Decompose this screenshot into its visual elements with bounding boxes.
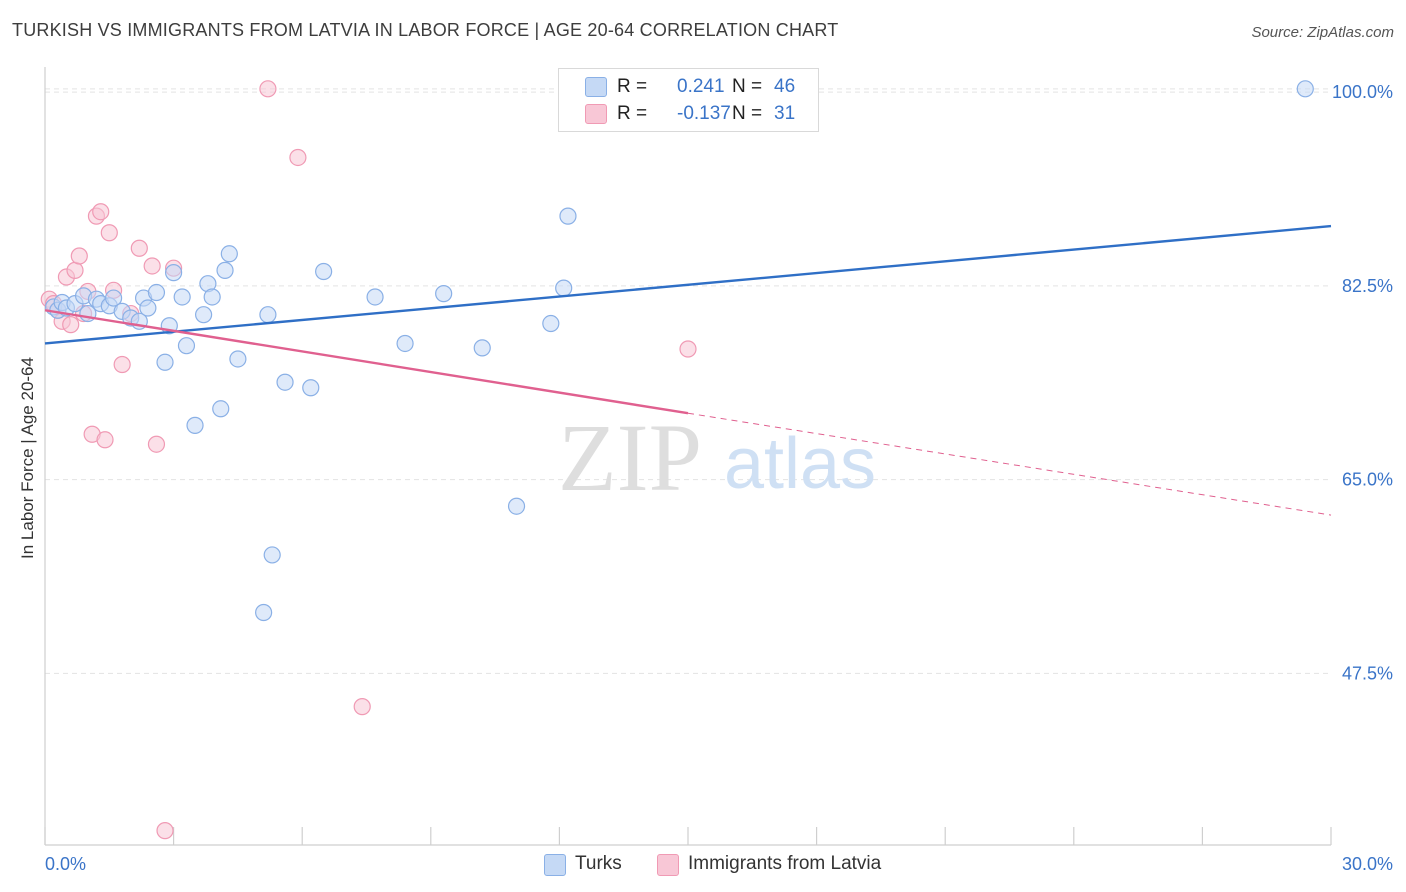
watermark-zip: ZIP [558, 404, 702, 511]
turks-legend-label: Turks [575, 853, 622, 874]
y-tick-label: 65.0% [1342, 470, 1393, 490]
series-turks-points [44, 80, 1314, 622]
latvia-trend-line [44, 309, 689, 415]
turks-point [396, 334, 414, 353]
latvia-point [259, 80, 277, 98]
turks-legend-swatch [544, 854, 566, 876]
latvia-point [92, 203, 110, 221]
latvia-swatch [585, 104, 607, 124]
latvia-point [66, 261, 84, 279]
gridlines [45, 88, 1331, 674]
latvia-point [100, 224, 118, 242]
x-tick-label: 0.0% [45, 854, 86, 874]
r-value: -0.137 [677, 103, 731, 124]
turks-point [229, 350, 247, 368]
watermark-atlas: atlas [724, 424, 876, 504]
turks-trend-line [44, 224, 1332, 345]
tick-labels: 47.5% 65.0% 82.5% 100.0% 0.0% 30.0% [45, 82, 1393, 874]
latvia-point [130, 239, 148, 257]
turks-point [104, 289, 123, 307]
latvia-trend-extension [687, 412, 1332, 516]
turks-point [366, 288, 384, 306]
n-label: N = [732, 103, 763, 124]
latvia-point [156, 822, 174, 840]
r-label: R = [617, 76, 648, 97]
x-tick-label: 30.0% [1342, 854, 1393, 874]
turks-point [507, 497, 526, 515]
n-value: 31 [774, 103, 796, 124]
turks-point [555, 279, 573, 297]
turks-point [473, 339, 491, 357]
latvia-point [679, 340, 697, 358]
turks-point [177, 337, 196, 355]
latvia-legend-swatch [657, 854, 679, 876]
turks-point [195, 306, 213, 324]
turks-point [276, 373, 294, 391]
y-tick-label: 100.0% [1332, 82, 1393, 102]
y-tick-label: 47.5% [1342, 663, 1393, 683]
turks-point [259, 306, 277, 324]
turks-point [139, 299, 157, 317]
turks-point [1296, 80, 1314, 98]
latvia-point [62, 316, 80, 334]
turks-point [186, 416, 204, 434]
latvia-point [143, 257, 161, 275]
stats-legend: R = 0.241 N = 46 R = -0.137 N = 31 [558, 68, 819, 132]
latvia-point [70, 247, 88, 265]
r-label: R = [617, 103, 648, 124]
turks-point [315, 262, 333, 281]
turks-point [156, 353, 174, 371]
turks-point [263, 546, 281, 564]
turks-point [216, 261, 234, 279]
latvia-point [113, 355, 131, 374]
latvia-legend-label: Immigrants from Latvia [688, 853, 882, 874]
turks-point [220, 245, 238, 263]
turks-point [559, 207, 577, 225]
turks-point [203, 288, 221, 306]
latvia-point [289, 148, 307, 167]
n-value: 46 [774, 76, 796, 97]
turks-point [542, 314, 560, 333]
turks-swatch [585, 77, 607, 97]
watermark: ZIP atlas [558, 404, 876, 511]
turks-point [165, 264, 183, 282]
turks-point [435, 285, 453, 303]
latvia-point [96, 431, 114, 449]
latvia-point [353, 698, 371, 716]
latvia-point [147, 435, 166, 453]
turks-point [173, 288, 191, 306]
turks-point [255, 603, 273, 622]
trend-lines [44, 224, 1332, 516]
turks-point [212, 400, 230, 418]
turks-point [302, 379, 320, 397]
r-value: 0.241 [677, 76, 725, 97]
axes [44, 67, 1332, 846]
source-label: Source: ZipAtlas.com [1251, 24, 1394, 41]
chart-title: TURKISH VS IMMIGRANTS FROM LATVIA IN LAB… [12, 20, 839, 40]
turks-point [147, 283, 166, 302]
n-label: N = [732, 76, 763, 97]
y-tick-label: 82.5% [1342, 276, 1393, 296]
